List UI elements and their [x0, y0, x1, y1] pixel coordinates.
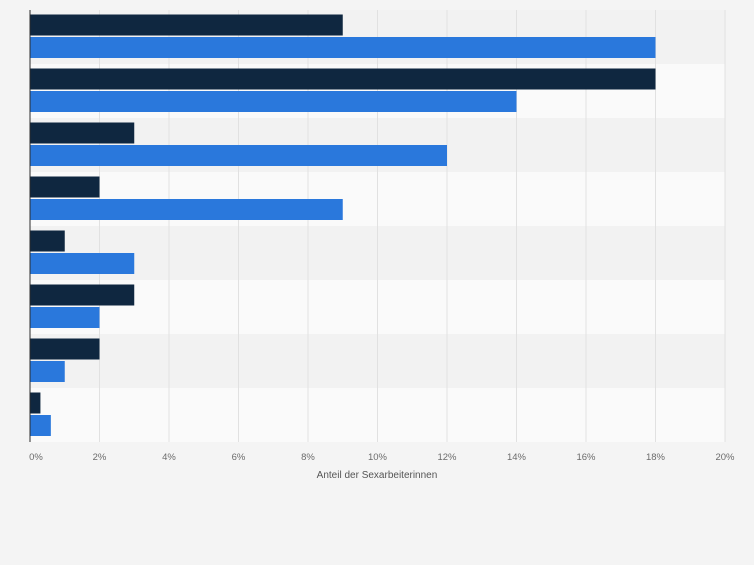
bar	[30, 253, 135, 274]
x-tick-label: 8%	[301, 452, 315, 463]
x-tick-label: 16%	[576, 452, 596, 463]
x-tick-label: 6%	[232, 452, 246, 463]
bar	[30, 284, 135, 306]
bar	[30, 199, 343, 220]
bar	[30, 37, 656, 58]
bar	[30, 68, 656, 90]
bar	[30, 91, 517, 112]
bar	[30, 176, 100, 198]
bar	[30, 230, 65, 252]
x-tick-label: 2%	[93, 452, 107, 463]
x-tick-label: 18%	[646, 452, 666, 463]
bar	[30, 415, 51, 436]
bar	[30, 145, 447, 166]
bar	[30, 122, 135, 144]
bars	[30, 14, 656, 436]
x-tick-label: 0%	[29, 452, 43, 463]
bar	[30, 392, 41, 414]
x-axis-title: Anteil der Sexarbeiterinnen	[317, 470, 438, 481]
x-tick-label: 10%	[368, 452, 388, 463]
bar	[30, 307, 100, 328]
x-tick-label: 12%	[437, 452, 457, 463]
bar	[30, 361, 65, 382]
x-tick-label: 4%	[162, 452, 176, 463]
bar	[30, 14, 343, 36]
x-tick-label: 14%	[507, 452, 527, 463]
x-tick-label: 20%	[715, 452, 735, 463]
bar	[30, 338, 100, 360]
x-tick-labels: 0% 2% 4% 6% 8% 10% 12% 14% 16% 18% 20%	[29, 452, 735, 463]
